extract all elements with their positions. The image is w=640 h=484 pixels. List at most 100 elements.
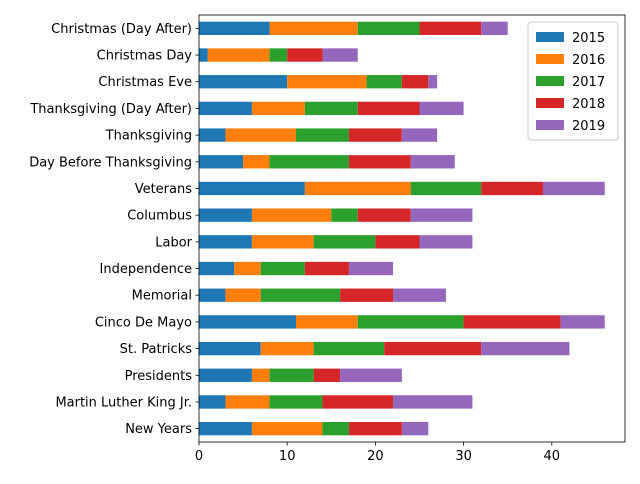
y-tick-label: Martin Luther King Jr. <box>55 395 192 410</box>
bar-segment <box>251 101 305 116</box>
bar-segment <box>357 208 411 222</box>
bar-segment <box>313 368 341 382</box>
legend-label: 2019 <box>572 119 605 134</box>
x-tick-label: 40 <box>544 449 561 464</box>
bar-segment <box>348 128 402 142</box>
bar-segment <box>199 288 226 302</box>
bar-segment <box>251 368 270 382</box>
legend-swatch <box>536 54 564 64</box>
bar-segment <box>410 181 482 196</box>
legend-label: 2015 <box>572 31 605 46</box>
bar-segment <box>348 155 411 169</box>
y-tick-label: Christmas (Day After) <box>51 22 192 37</box>
bar-segment <box>410 155 455 169</box>
bar-segment <box>225 288 261 302</box>
y-tick-label: New Years <box>125 422 192 437</box>
bar-segment <box>199 155 244 169</box>
bar-segment <box>357 21 420 36</box>
bar-segment <box>260 341 314 356</box>
y-tick-label: Christmas Eve <box>98 75 192 90</box>
legend-label: 2018 <box>572 97 605 112</box>
bar-segment <box>560 315 605 329</box>
legend-swatch <box>536 98 564 108</box>
bar-segment <box>207 48 270 62</box>
y-tick-label: St. Patricks <box>120 342 193 357</box>
bar-segment <box>340 368 402 382</box>
bar-segment <box>393 288 446 302</box>
y-tick-label: Independence <box>100 262 192 277</box>
y-tick-label: Cinco De Mayo <box>95 315 192 330</box>
bar-segment <box>199 128 226 142</box>
legend-swatch <box>536 32 564 42</box>
x-tick-label: 10 <box>279 449 296 464</box>
bar-segment <box>225 128 297 142</box>
bar-segment <box>322 421 349 436</box>
bar-segment <box>419 101 464 116</box>
y-tick-label: Labor <box>155 235 192 250</box>
y-tick-label: Christmas Day <box>97 49 193 64</box>
bar-segment <box>313 235 376 249</box>
y-tick-label: Presidents <box>125 369 193 384</box>
bar-segment <box>410 208 473 222</box>
bar-segment <box>269 368 314 382</box>
bar-segment <box>348 261 394 276</box>
bar-segment <box>322 395 394 409</box>
bar-segment <box>384 341 482 356</box>
bar-segment <box>199 261 235 276</box>
bar-segment <box>199 341 261 356</box>
bar-segment <box>234 261 261 276</box>
bar-segment <box>199 315 297 329</box>
bar-segment <box>199 181 305 196</box>
bar-segment <box>428 75 438 89</box>
bar-segment <box>296 128 349 142</box>
bar-segment <box>287 75 367 89</box>
x-tick-label: 20 <box>367 449 384 464</box>
bar-segment <box>304 181 411 196</box>
bar-segment <box>251 235 314 249</box>
y-tick-label: Veterans <box>135 182 193 197</box>
bar-segment <box>269 395 323 409</box>
bar-segment <box>287 48 323 62</box>
bar-segment <box>313 341 385 356</box>
bar-segment <box>542 181 605 196</box>
bar-segment <box>199 235 252 249</box>
y-tick-label: Thanksgiving <box>105 129 192 144</box>
bar-segment <box>340 288 394 302</box>
bar-segment <box>296 315 358 329</box>
x-tick-label: 0 <box>195 449 203 464</box>
legend: 2015 2016 2017 2018 2019 <box>527 21 619 141</box>
bar-segment <box>348 421 402 436</box>
axes-layer: 0 10 20 30 40 New Years Martin Luther King Jr.… <box>29 14 626 464</box>
bar-segment <box>419 21 482 36</box>
bar-segment <box>260 261 305 276</box>
bar-segment <box>269 48 288 62</box>
bar-segment <box>199 421 252 436</box>
plot-frame <box>198 14 626 443</box>
legend-swatch <box>536 120 564 130</box>
bar-segment <box>304 261 349 276</box>
bar-segment <box>199 101 252 116</box>
bar-segment <box>401 75 429 89</box>
bar-segment <box>225 395 270 409</box>
bar-segment <box>419 235 473 249</box>
legend-label: 2016 <box>572 53 605 68</box>
bar-segment <box>401 128 438 142</box>
bar-segment <box>331 208 358 222</box>
bar-segment <box>322 48 358 62</box>
bar-segment <box>393 395 473 409</box>
y-tick-label: Memorial <box>132 289 192 304</box>
legend-label: 2017 <box>572 75 605 90</box>
bar-segment <box>366 75 402 89</box>
bar-segment <box>375 235 420 249</box>
bar-segment <box>357 315 464 329</box>
bar-segment <box>260 288 341 302</box>
legend-frame <box>527 21 619 141</box>
bar-segment <box>401 421 429 436</box>
bar-segment <box>251 421 323 436</box>
bar-segment <box>199 368 252 382</box>
bar-segment <box>199 21 270 36</box>
bar-segment <box>481 21 508 36</box>
bars-layer <box>199 21 605 436</box>
